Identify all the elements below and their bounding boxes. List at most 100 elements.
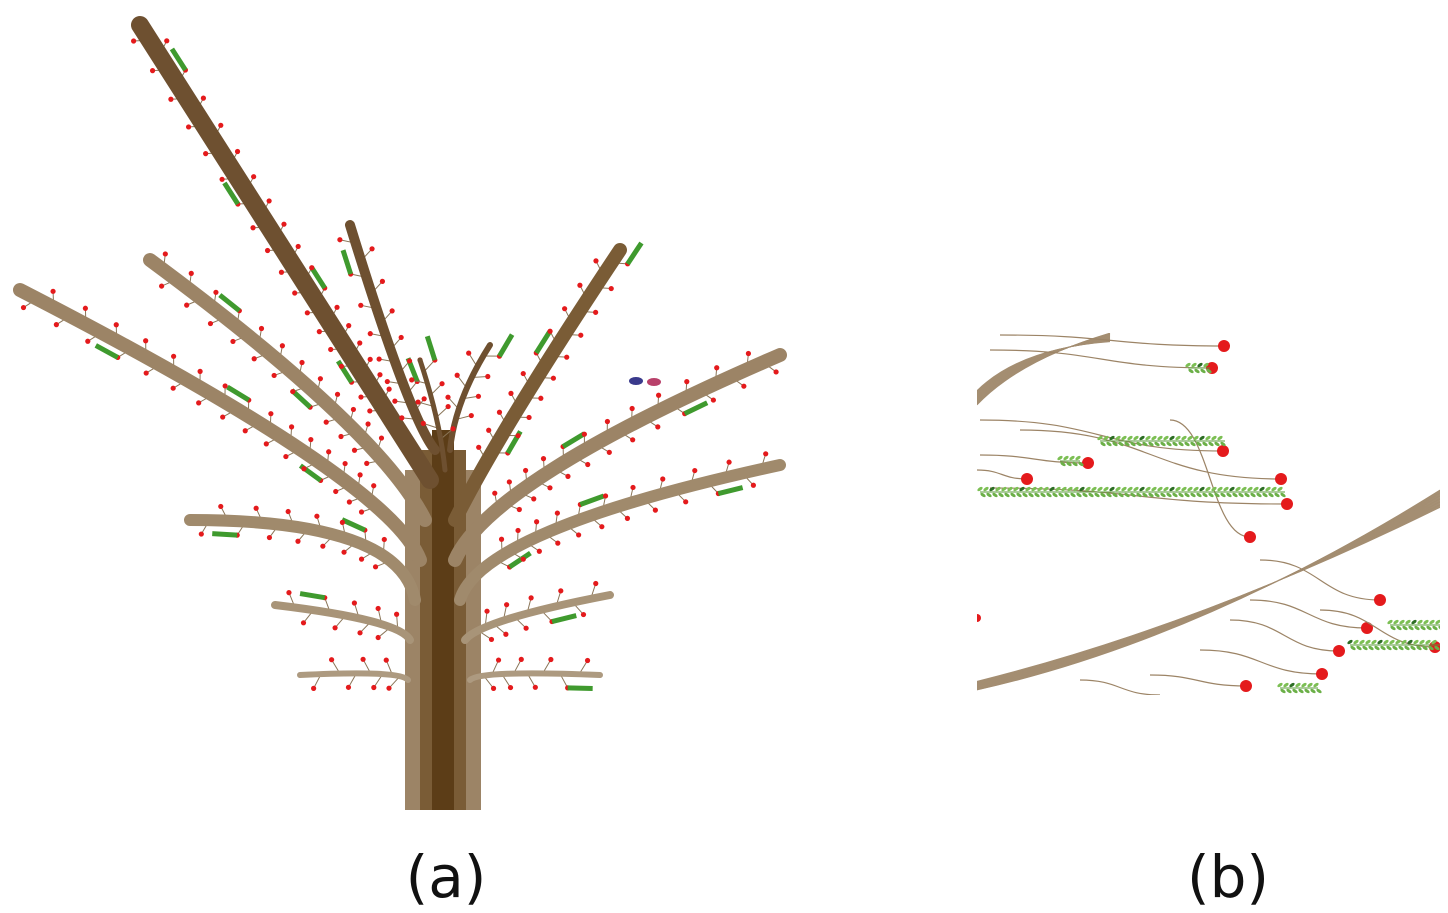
fruit xyxy=(439,381,444,386)
leaf xyxy=(1001,486,1008,492)
leaf xyxy=(1040,492,1047,498)
twig xyxy=(977,470,1027,479)
leaf xyxy=(1199,486,1206,492)
fruit xyxy=(469,413,474,418)
twig xyxy=(1000,335,1224,346)
fruit xyxy=(508,685,513,690)
branch xyxy=(140,25,430,480)
leaf xyxy=(1411,619,1418,625)
leaf xyxy=(1217,486,1224,492)
leaf xyxy=(1139,486,1146,492)
leaf xyxy=(1350,645,1357,651)
leaf xyxy=(1417,619,1424,625)
twig xyxy=(980,420,1223,451)
fruit xyxy=(517,507,522,512)
fruit xyxy=(630,406,635,411)
leaf xyxy=(1139,435,1146,441)
fruit xyxy=(367,408,372,413)
branch-band xyxy=(977,335,1110,401)
branch-band xyxy=(977,503,1440,683)
fruit xyxy=(340,520,345,525)
leaf xyxy=(1181,435,1188,441)
branch-band xyxy=(977,503,1440,684)
leaf xyxy=(1265,486,1272,492)
leaf xyxy=(1362,645,1369,651)
branch-band xyxy=(977,337,1110,398)
fruit xyxy=(392,399,397,404)
fruit xyxy=(198,369,203,374)
leaf xyxy=(1070,492,1077,498)
fruit xyxy=(334,305,339,310)
leaf xyxy=(1414,625,1421,631)
fruit xyxy=(203,151,208,156)
page: (a) (b) (() => { const data = JSON.parse… xyxy=(0,0,1448,913)
branch-band xyxy=(977,338,1110,398)
fruit xyxy=(143,338,148,343)
leaf xyxy=(1405,619,1412,625)
leaf xyxy=(1151,486,1158,492)
fruit xyxy=(1082,457,1094,469)
fruit xyxy=(379,435,384,440)
fruit xyxy=(1021,473,1033,485)
fruit xyxy=(555,510,560,515)
fruit xyxy=(150,68,155,73)
branch xyxy=(455,355,780,560)
leaf xyxy=(1368,645,1375,651)
fruit xyxy=(529,595,534,600)
fruit xyxy=(196,400,201,405)
fruit xyxy=(1316,668,1328,680)
leaf xyxy=(1197,362,1204,368)
leaf xyxy=(1211,435,1218,441)
leaf xyxy=(1304,688,1311,694)
fruit xyxy=(299,360,304,365)
fruit xyxy=(385,379,390,384)
leaf xyxy=(1217,435,1224,441)
leaf xyxy=(1420,625,1427,631)
fruit xyxy=(541,456,546,461)
fruit xyxy=(523,468,528,473)
fruit xyxy=(184,303,189,308)
leaf xyxy=(1178,492,1185,498)
leaf xyxy=(1067,486,1074,492)
fruit xyxy=(524,626,529,631)
fruit xyxy=(281,222,286,227)
leaf xyxy=(1277,486,1284,492)
fruit xyxy=(526,415,531,420)
fruit xyxy=(422,396,427,401)
fruit xyxy=(585,462,590,467)
leaf xyxy=(1188,368,1195,374)
fruit xyxy=(159,283,164,288)
leaf-cluster xyxy=(718,488,742,494)
fruit xyxy=(347,499,352,504)
fruit xyxy=(476,394,481,399)
leaf xyxy=(1064,492,1071,498)
fruit xyxy=(243,428,248,433)
leaf xyxy=(1390,625,1397,631)
fruit xyxy=(1281,498,1293,510)
fruit xyxy=(656,393,661,398)
leaf xyxy=(1387,619,1394,625)
leaf xyxy=(1157,435,1164,441)
fruit xyxy=(534,519,539,524)
fruit xyxy=(555,541,560,546)
branch-band xyxy=(977,496,1440,687)
fruit xyxy=(346,323,351,328)
fruit xyxy=(54,322,59,327)
fruit xyxy=(582,432,587,437)
leaf xyxy=(1214,441,1221,447)
leaf xyxy=(1094,492,1101,498)
leaf xyxy=(1426,625,1433,631)
fruit xyxy=(213,290,218,295)
leaf xyxy=(1208,441,1215,447)
leaf xyxy=(1259,486,1266,492)
fruit xyxy=(252,356,257,361)
fruit xyxy=(558,588,563,593)
fruit xyxy=(358,472,363,477)
branch-band xyxy=(977,493,1440,689)
leaf xyxy=(1013,486,1020,492)
branch-band xyxy=(977,494,1440,689)
leaf xyxy=(1103,486,1110,492)
fruit xyxy=(519,657,524,662)
leaf xyxy=(1268,492,1275,498)
fruit xyxy=(265,248,270,253)
